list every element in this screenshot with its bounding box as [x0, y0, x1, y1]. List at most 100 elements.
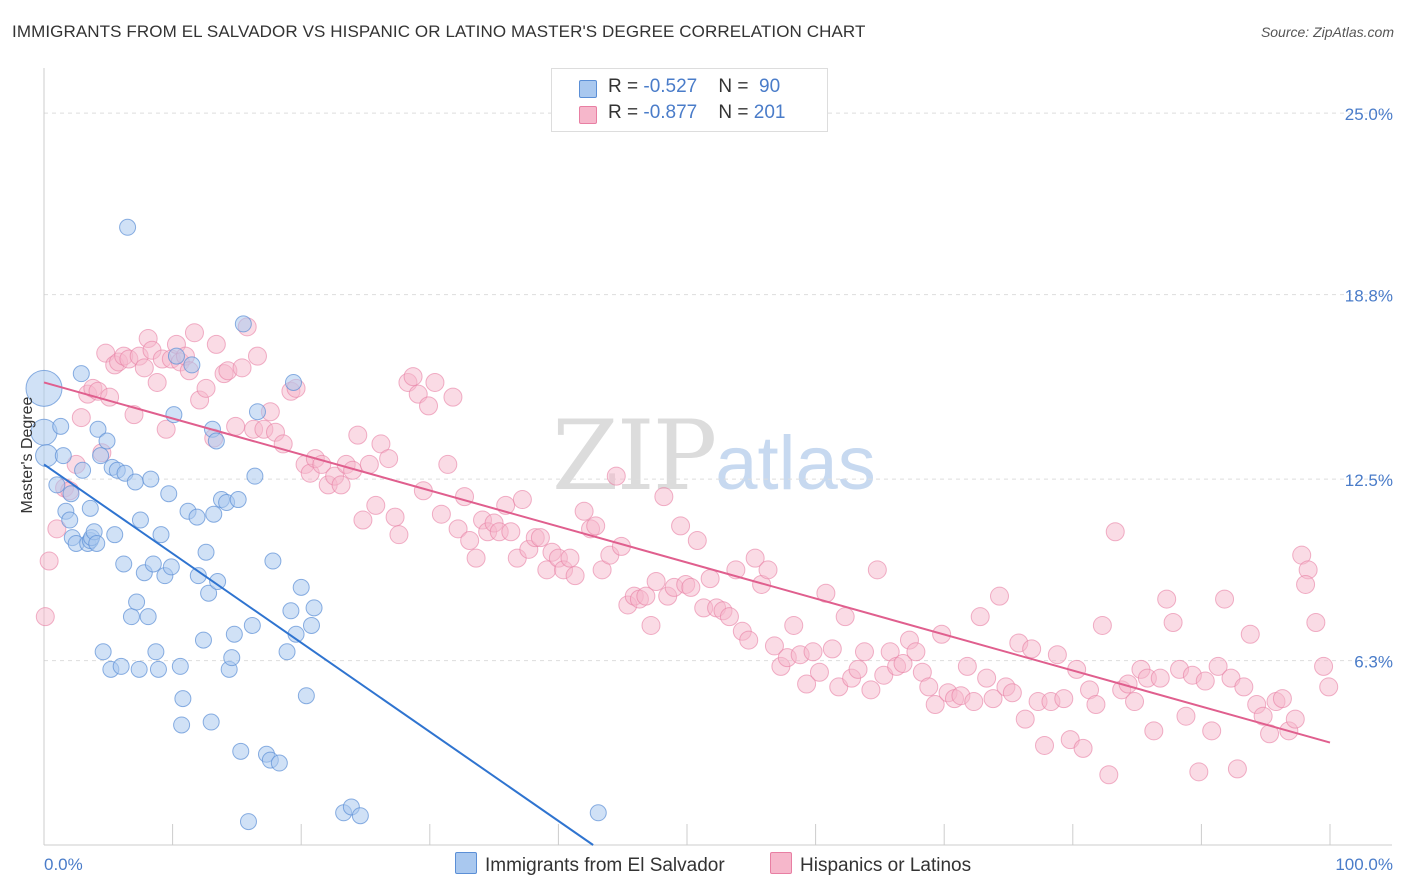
- data-point-hispanics: [419, 396, 439, 416]
- data-point-hispanics: [1296, 574, 1316, 594]
- legend-n-label: N =: [718, 102, 754, 123]
- trend-line-el-salvador: [43, 463, 594, 846]
- data-point-hispanics: [1150, 668, 1170, 688]
- data-point-hispanics: [512, 490, 532, 510]
- data-point-hispanics: [184, 323, 204, 343]
- data-point-el-salvador: [94, 643, 112, 661]
- data-point-hispanics: [671, 516, 691, 536]
- data-point-hispanics: [1306, 613, 1326, 633]
- data-point-hispanics: [71, 408, 91, 428]
- data-point-el-salvador: [225, 625, 243, 643]
- data-point-hispanics: [353, 510, 373, 530]
- data-point-hispanics: [1073, 738, 1093, 758]
- data-point-el-salvador: [351, 807, 369, 825]
- data-point-hispanics: [977, 668, 997, 688]
- data-point-hispanics: [906, 642, 926, 662]
- data-point-hispanics: [1092, 615, 1112, 635]
- data-point-el-salvador: [167, 347, 185, 365]
- correlation-legend: R = -0.527 N = 90 R = -0.877 N = 201: [551, 68, 828, 132]
- data-point-hispanics: [1227, 759, 1247, 779]
- data-point-hispanics: [719, 607, 739, 627]
- data-point-el-salvador: [62, 485, 80, 503]
- data-point-hispanics: [39, 551, 59, 571]
- axis-labels: 6.3% 12.5% 18.8% 25.0% 0.0% 100.0% Master's De…: [19, 105, 1393, 874]
- data-point-hispanics: [389, 525, 409, 545]
- data-point-el-salvador: [197, 543, 215, 561]
- data-point-hispanics: [438, 454, 458, 474]
- data-point-hispanics: [1105, 522, 1125, 542]
- data-point-hispanics: [654, 487, 674, 507]
- bottom-legend-swatch-pink: [770, 852, 792, 874]
- legend-n-value: 201: [753, 102, 786, 123]
- data-point-el-salvador: [162, 558, 180, 576]
- data-point-el-salvador: [128, 593, 146, 611]
- data-point-el-salvador: [89, 420, 107, 438]
- data-point-el-salvador: [119, 218, 137, 236]
- legend-r-label: R =: [608, 102, 644, 123]
- data-point-el-salvador: [278, 643, 296, 661]
- data-point-hispanics: [574, 501, 594, 521]
- data-point-hispanics: [147, 372, 167, 392]
- data-point-hispanics: [964, 692, 984, 712]
- data-point-el-salvador: [152, 526, 170, 544]
- data-point-el-salvador: [205, 505, 223, 523]
- data-point-hispanics: [606, 466, 626, 486]
- data-point-hispanics: [641, 615, 661, 635]
- data-point-el-salvador: [174, 690, 192, 708]
- data-point-hispanics: [560, 548, 580, 568]
- data-point-hispanics: [226, 416, 246, 436]
- data-point-hispanics: [983, 689, 1003, 709]
- data-point-hispanics: [35, 607, 55, 627]
- data-point-hispanics: [466, 548, 486, 568]
- data-point-hispanics: [1047, 645, 1067, 665]
- x-tick-label-min: 0.0%: [44, 855, 83, 874]
- x-tick-label-max: 100.0%: [1335, 855, 1393, 874]
- data-point-hispanics: [1285, 709, 1305, 729]
- data-point-hispanics: [1314, 656, 1334, 676]
- data-point-el-salvador: [292, 578, 310, 596]
- data-point-el-salvador: [106, 526, 124, 544]
- data-point-el-salvador: [209, 573, 227, 591]
- data-point-hispanics: [854, 642, 874, 662]
- data-point-hispanics: [1022, 639, 1042, 659]
- data-point-hispanics: [687, 531, 707, 551]
- data-point-hispanics: [758, 560, 778, 580]
- data-point-hispanics: [1253, 706, 1273, 726]
- data-point-el-salvador: [131, 511, 149, 529]
- series-el-salvador-points: [25, 218, 607, 831]
- data-point-hispanics: [343, 460, 363, 480]
- data-point-hispanics: [835, 607, 855, 627]
- bottom-legend-swatch-blue: [455, 852, 477, 874]
- data-point-hispanics: [784, 615, 804, 635]
- data-point-el-salvador: [223, 649, 241, 667]
- data-point-hispanics: [501, 522, 521, 542]
- data-point-el-salvador: [130, 660, 148, 678]
- data-point-el-salvador: [35, 444, 59, 468]
- data-point-el-salvador: [52, 417, 70, 435]
- data-point-hispanics: [1015, 709, 1035, 729]
- source-label: Source: ZipAtlas.com: [1260, 24, 1394, 40]
- data-point-hispanics: [530, 528, 550, 548]
- data-point-el-salvador: [126, 473, 144, 491]
- data-point-hispanics: [431, 504, 451, 524]
- legend-r-value: -0.877: [643, 102, 698, 123]
- data-point-el-salvador: [98, 432, 116, 450]
- data-point-hispanics: [893, 653, 913, 673]
- data-point-hispanics: [331, 475, 351, 495]
- data-point-hispanics: [1125, 692, 1145, 712]
- bottom-legend-hispanics: Hispanics or Latinos: [770, 852, 971, 877]
- data-point-hispanics: [348, 425, 368, 445]
- series-hispanics-points: [35, 317, 1339, 785]
- data-point-hispanics: [247, 346, 267, 366]
- data-point-hispanics: [636, 586, 656, 606]
- data-point-el-salvador: [160, 485, 178, 503]
- data-point-hispanics: [1195, 671, 1215, 691]
- legend-text: R = -0.877 N = 201: [608, 102, 785, 124]
- legend-n-label: N =: [718, 76, 754, 97]
- data-point-el-salvador: [229, 491, 247, 509]
- data-point-el-salvador: [282, 602, 300, 620]
- data-point-hispanics: [925, 694, 945, 714]
- data-point-hispanics: [379, 449, 399, 469]
- data-point-el-salvador: [188, 508, 206, 526]
